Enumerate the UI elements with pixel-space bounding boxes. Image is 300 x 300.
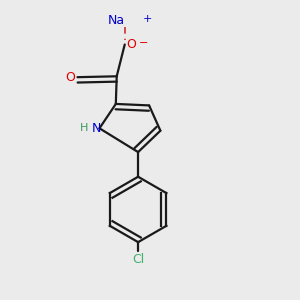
Text: −: − bbox=[139, 38, 148, 48]
Text: Cl: Cl bbox=[132, 254, 144, 266]
Text: O: O bbox=[65, 71, 75, 84]
Text: O: O bbox=[126, 38, 136, 51]
Text: H: H bbox=[80, 123, 88, 133]
Text: N: N bbox=[92, 122, 101, 135]
Text: Na: Na bbox=[108, 14, 125, 27]
Text: +: + bbox=[142, 14, 152, 24]
